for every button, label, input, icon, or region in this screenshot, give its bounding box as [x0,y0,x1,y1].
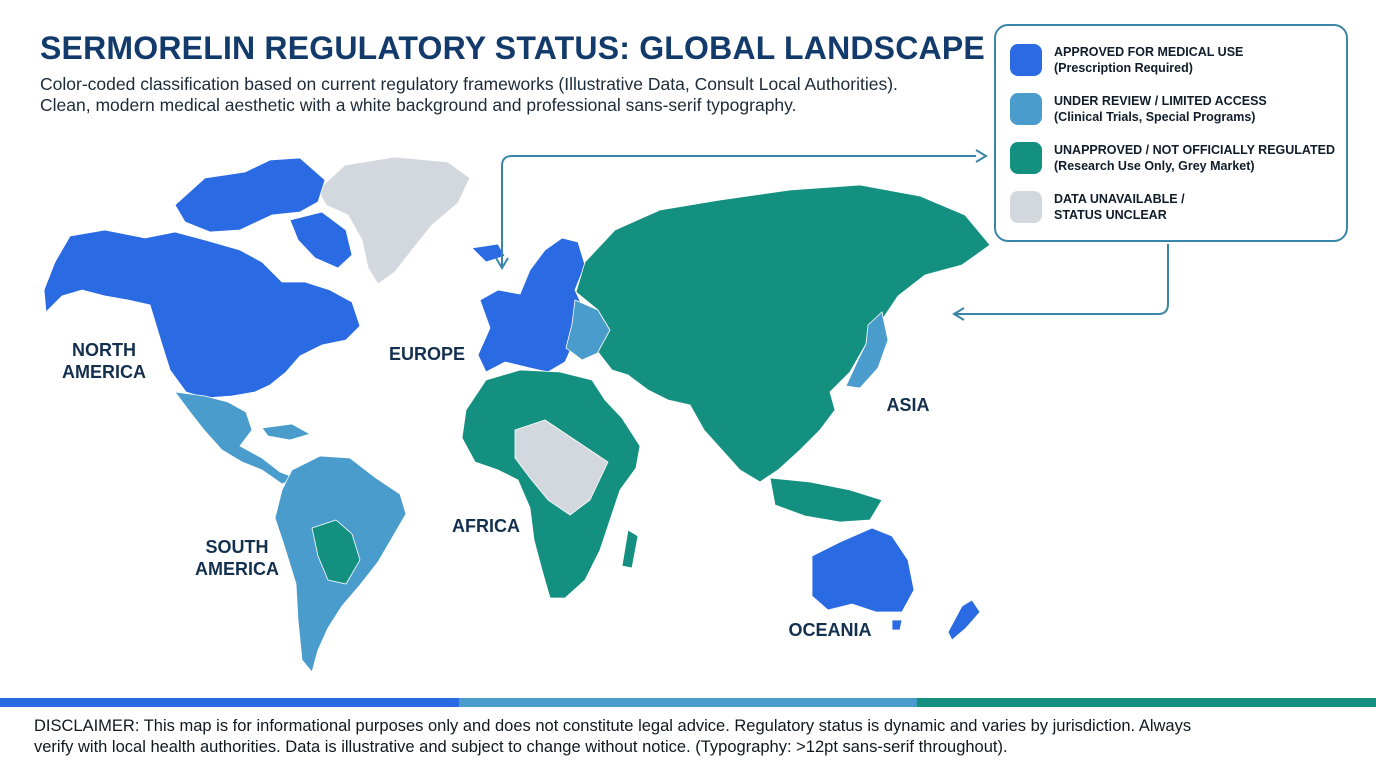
russia-asia-shape [575,184,991,483]
legend-connector-asia [956,244,1169,315]
legend-item-subtitle: (Research Use Only, Grey Market) [1054,159,1255,173]
world-map [43,149,1169,673]
region-label-line-2: AMERICA [62,362,146,382]
region-label-asia: ASIA [876,394,940,416]
region-label-south-america: SOUTH AMERICA [188,536,286,580]
legend-item-title: APPROVED FOR MEDICAL USE [1054,45,1244,59]
legend-swatch-unapproved [1010,142,1042,174]
region-label-line-1: NORTH [72,340,136,360]
south-america-center-shape [311,519,361,585]
legend-item-text: UNAPPROVED / NOT OFFICIALLY REGULATED (R… [1054,142,1354,174]
subtitle-line-1: Color-coded classification based on curr… [40,74,898,94]
region-label-line-1: SOUTH [205,537,269,557]
legend-item-text: DATA UNAVAILABLE / STATUS UNCLEAR [1054,191,1354,223]
region-label-oceania: OCEANIA [782,619,878,641]
region-label-line-1: OCEANIA [788,620,872,640]
central-africa-shape [514,419,609,516]
australia-shape [811,527,915,613]
legend-item-subtitle: (Prescription Required) [1054,61,1193,75]
disclaimer-line-2: verify with local health authorities. Da… [34,738,1008,756]
region-label-line-2: AMERICA [195,559,279,579]
bottom-bar-approved [0,698,459,707]
bottom-bar-unapproved [917,698,1376,707]
disclaimer-line-1: DISCLAIMER: This map is for informationa… [34,717,1192,735]
madagascar-shape [621,529,639,569]
baffin-island-shape [289,211,353,269]
bottom-color-bar [0,698,1376,707]
legend-item-text: APPROVED FOR MEDICAL USE (Prescription R… [1054,44,1354,76]
tasmania-shape [891,619,903,631]
region-label-north-america: NORTH AMERICA [56,339,152,383]
legend-swatch-approved [1010,44,1042,76]
north-america-shape [43,229,361,399]
bottom-bar-review [458,698,918,707]
southeast-asia-shape [769,477,883,523]
legend-item-title: UNDER REVIEW / LIMITED ACCESS [1054,94,1267,108]
central-america-shape [174,391,298,485]
legend-connector-europe-arrow [495,149,988,270]
iceland-shape [471,243,506,263]
disclaimer-text: DISCLAIMER: This map is for informationa… [34,716,1354,758]
region-label-africa: AFRICA [446,515,526,537]
greenland-shape [317,156,471,285]
legend: APPROVED FOR MEDICAL USE (Prescription R… [994,24,1348,242]
legend-item-title: DATA UNAVAILABLE / [1054,192,1185,206]
legend-connector-europe [501,155,976,266]
legend-swatch-review [1010,93,1042,125]
legend-item-title: UNAPPROVED / NOT OFFICIALLY REGULATED [1054,143,1336,157]
subtitle-line-2: Clean, modern medical aesthetic with a w… [40,95,797,115]
legend-connector-asia-arrow [952,307,965,321]
legend-item-text: UNDER REVIEW / LIMITED ACCESS (Clinical … [1054,93,1354,125]
arctic-islands-shape [174,157,326,233]
region-label-line-1: AFRICA [452,516,520,536]
region-label-line-1: ASIA [886,395,930,415]
japan-shape [845,311,889,389]
region-label-line-1: EUROPE [388,344,466,364]
new-zealand-shape [947,599,981,641]
legend-item-subtitle: STATUS UNCLEAR [1054,208,1167,222]
page-title: SERMORELIN REGULATORY STATUS: GLOBAL LAN… [40,30,985,66]
caribbean-shape [261,423,312,441]
page-subtitle: Color-coded classification based on curr… [40,74,990,116]
legend-swatch-unavailable [1010,191,1042,223]
region-label-europe: EUROPE [384,343,470,365]
legend-item-subtitle: (Clinical Trials, Special Programs) [1054,110,1256,124]
